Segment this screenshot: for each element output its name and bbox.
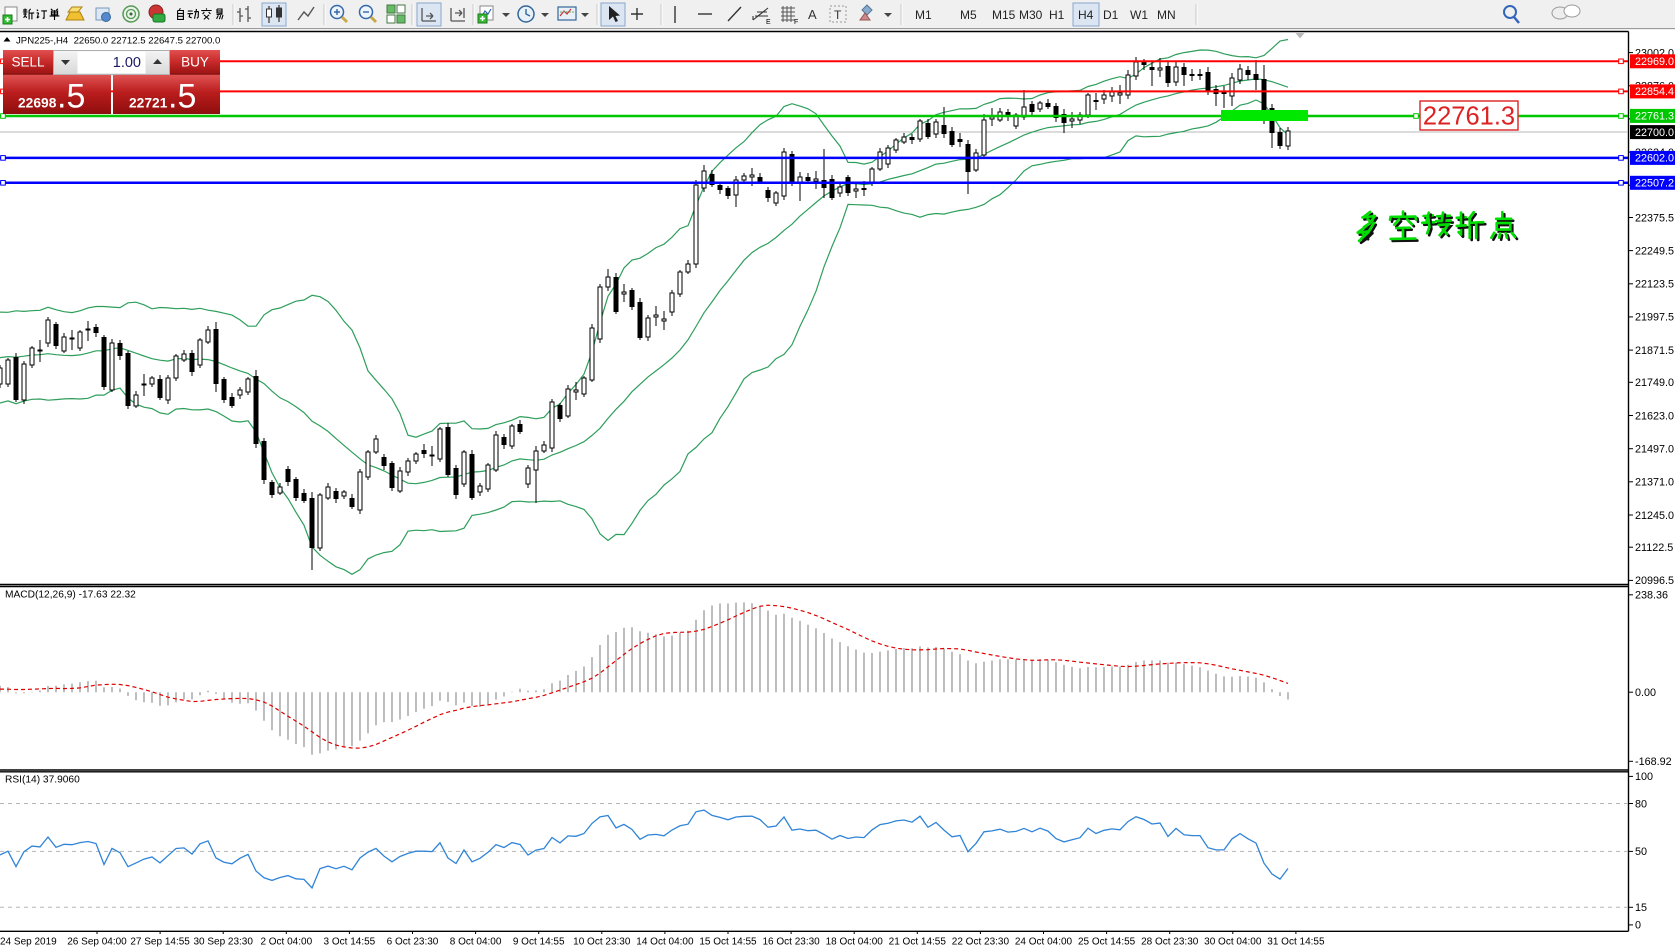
svg-text:238.36: 238.36: [1635, 590, 1668, 602]
svg-text:-168.92: -168.92: [1635, 756, 1672, 768]
svg-text:22761.3: 22761.3: [1423, 103, 1515, 131]
svg-text:E: E: [766, 19, 771, 26]
svg-text:21749.0: 21749.0: [1635, 377, 1674, 389]
svg-text:21497.0: 21497.0: [1635, 444, 1674, 456]
svg-text:M1: M1: [915, 8, 932, 22]
svg-text:9 Oct 14:55: 9 Oct 14:55: [513, 937, 565, 948]
svg-text:16 Oct 23:30: 16 Oct 23:30: [762, 937, 820, 948]
svg-text:8 Oct 04:00: 8 Oct 04:00: [450, 937, 502, 948]
svg-text:3 Oct 14:55: 3 Oct 14:55: [324, 937, 376, 948]
svg-text:M15: M15: [992, 8, 1016, 22]
svg-text:F: F: [794, 19, 798, 26]
svg-text:21122.5: 21122.5: [1635, 542, 1673, 554]
svg-text:T: T: [834, 8, 842, 22]
svg-text:MN: MN: [1157, 8, 1176, 22]
svg-text:A: A: [808, 7, 817, 22]
svg-text:28 Oct 23:30: 28 Oct 23:30: [1141, 937, 1199, 948]
svg-text:24 Sep 2019: 24 Sep 2019: [0, 937, 57, 948]
svg-text:.5: .5: [168, 78, 196, 116]
svg-text:30 Oct 04:00: 30 Oct 04:00: [1204, 937, 1262, 948]
svg-text:0: 0: [1635, 920, 1641, 932]
svg-text:24 Oct 04:00: 24 Oct 04:00: [1015, 937, 1073, 948]
svg-text:MACD(12,26,9) -17.63 22.32: MACD(12,26,9) -17.63 22.32: [5, 590, 136, 601]
svg-text:100: 100: [1635, 771, 1653, 783]
svg-text:D1: D1: [1103, 8, 1119, 22]
svg-text:22507.2: 22507.2: [1635, 178, 1674, 190]
svg-text:22249.5: 22249.5: [1635, 245, 1674, 257]
svg-text:6 Oct 23:30: 6 Oct 23:30: [387, 937, 439, 948]
svg-text:14 Oct 04:00: 14 Oct 04:00: [636, 937, 694, 948]
svg-text:2 Oct 04:00: 2 Oct 04:00: [260, 937, 312, 948]
svg-text:22761.3: 22761.3: [1635, 111, 1674, 123]
svg-text:10 Oct 23:30: 10 Oct 23:30: [573, 937, 631, 948]
svg-text:H1: H1: [1049, 8, 1065, 22]
svg-text:22969.0: 22969.0: [1635, 56, 1674, 68]
svg-text:21623.0: 21623.0: [1635, 410, 1674, 422]
svg-text:22854.4: 22854.4: [1635, 86, 1674, 98]
svg-text:15 Oct 14:55: 15 Oct 14:55: [699, 937, 757, 948]
svg-text:27 Sep 14:55: 27 Sep 14:55: [130, 937, 190, 948]
svg-text:25 Oct 14:55: 25 Oct 14:55: [1078, 937, 1136, 948]
svg-text:JPN225-,H4 22650.0 22712.5 22: JPN225-,H4 22650.0 22712.5 22647.5 22700…: [16, 36, 220, 47]
svg-text:22123.5: 22123.5: [1635, 279, 1674, 291]
svg-text:M30: M30: [1019, 8, 1043, 22]
svg-text:50: 50: [1635, 846, 1647, 858]
svg-text:22700.0: 22700.0: [1635, 127, 1674, 139]
svg-text:W1: W1: [1130, 8, 1148, 22]
svg-text:22698: 22698: [18, 96, 57, 111]
svg-text:22602.0: 22602.0: [1635, 153, 1674, 165]
svg-text:SELL: SELL: [11, 55, 45, 70]
svg-text:30 Sep 23:30: 30 Sep 23:30: [193, 937, 253, 948]
svg-text:31 Oct 14:55: 31 Oct 14:55: [1267, 937, 1325, 948]
svg-text:BUY: BUY: [181, 55, 209, 70]
svg-text:21371.0: 21371.0: [1635, 477, 1674, 489]
svg-text:0.00: 0.00: [1635, 687, 1656, 699]
svg-text:21871.5: 21871.5: [1635, 345, 1674, 357]
svg-text:22375.5: 22375.5: [1635, 212, 1674, 224]
svg-text:22721: 22721: [129, 96, 168, 111]
svg-text:20996.5: 20996.5: [1635, 575, 1674, 587]
svg-text:.5: .5: [57, 78, 85, 116]
svg-text:H4: H4: [1078, 8, 1094, 22]
svg-text:21245.0: 21245.0: [1635, 510, 1674, 522]
svg-text:21997.5: 21997.5: [1635, 312, 1674, 324]
svg-text:80: 80: [1635, 798, 1647, 810]
svg-text:18 Oct 04:00: 18 Oct 04:00: [826, 937, 884, 948]
svg-text:RSI(14) 37.9060: RSI(14) 37.9060: [5, 775, 80, 786]
svg-text:26 Sep 04:00: 26 Sep 04:00: [67, 937, 127, 948]
svg-text:M5: M5: [960, 8, 977, 22]
svg-text:21 Oct 14:55: 21 Oct 14:55: [889, 937, 947, 948]
svg-text:22 Oct 23:30: 22 Oct 23:30: [952, 937, 1010, 948]
svg-text:1.00: 1.00: [113, 55, 141, 71]
svg-text:15: 15: [1635, 902, 1647, 914]
